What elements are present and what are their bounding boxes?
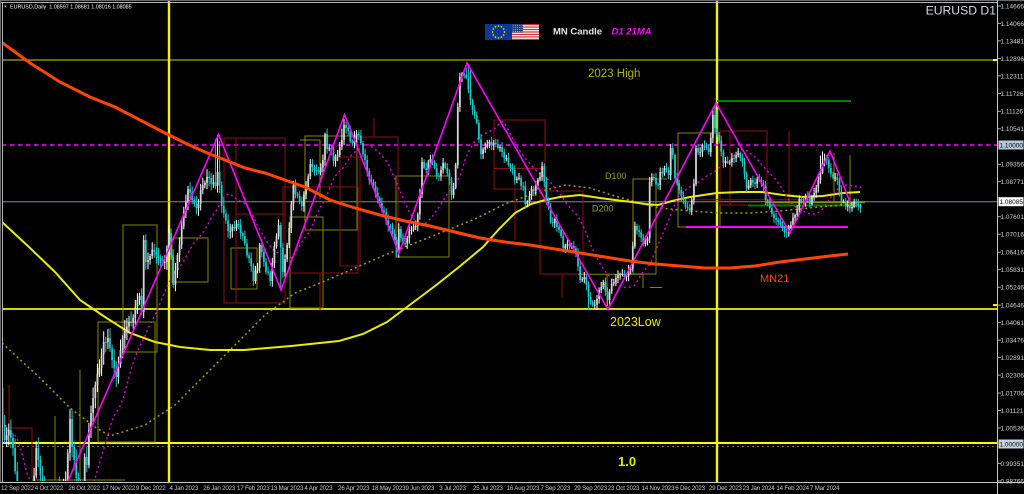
svg-text:1.10541: 1.10541 xyxy=(1001,126,1024,133)
svg-text:1.01706: 1.01706 xyxy=(1001,390,1024,397)
svg-text:3 Jul 2023: 3 Jul 2023 xyxy=(439,485,466,492)
svg-text:1.06416: 1.06416 xyxy=(1001,250,1024,257)
svg-text:4 Jan 2023: 4 Jan 2023 xyxy=(170,485,199,492)
svg-text:29 Sep 2023: 29 Sep 2023 xyxy=(574,485,608,492)
svg-text:1.0: 1.0 xyxy=(618,454,636,469)
svg-text:18 May 2023: 18 May 2023 xyxy=(372,485,406,492)
svg-text:1.02306: 1.02306 xyxy=(1001,373,1024,380)
svg-text:1.02891: 1.02891 xyxy=(1001,355,1024,362)
svg-text:D200: D200 xyxy=(592,204,614,214)
svg-text:9 Dec 2022: 9 Dec 2022 xyxy=(136,485,166,492)
svg-text:23 Jan 2024: 23 Jan 2024 xyxy=(743,485,776,492)
svg-text:16 Aug 2023: 16 Aug 2023 xyxy=(507,485,540,492)
svg-text:1.13481: 1.13481 xyxy=(1001,38,1024,45)
svg-text:0.99351: 0.99351 xyxy=(1001,461,1024,468)
svg-text:7 Sep 2023: 7 Sep 2023 xyxy=(540,485,570,492)
svg-text:1.07601: 1.07601 xyxy=(1001,214,1024,221)
svg-text:1.12311: 1.12311 xyxy=(1001,73,1024,80)
svg-text:EURUSD,Daily 1.08597 1.08681: EURUSD,Daily 1.08597 1.08681 1.08016 1.0… xyxy=(10,5,132,11)
svg-text:1.05246: 1.05246 xyxy=(1001,285,1024,292)
svg-text:EURUSD D1: EURUSD D1 xyxy=(926,4,997,18)
svg-text:1.12896: 1.12896 xyxy=(1001,56,1024,63)
svg-text:1.00536: 1.00536 xyxy=(1001,425,1024,432)
svg-text:13 Mar 2023: 13 Mar 2023 xyxy=(271,485,304,492)
svg-text:D100: D100 xyxy=(605,171,627,181)
svg-text:1.03476: 1.03476 xyxy=(1001,338,1024,345)
svg-text:29 Dec 2023: 29 Dec 2023 xyxy=(709,485,743,492)
svg-text:17 Nov 2022: 17 Nov 2022 xyxy=(102,485,136,492)
svg-text:17 Feb 2023: 17 Feb 2023 xyxy=(237,485,270,492)
svg-text:1.14066: 1.14066 xyxy=(1001,21,1024,28)
svg-text:26 Apr 2023: 26 Apr 2023 xyxy=(338,485,370,492)
svg-text:26 Oct 2022: 26 Oct 2022 xyxy=(68,485,100,492)
svg-text:12 Sep 2022: 12 Sep 2022 xyxy=(1,485,35,492)
svg-text:1.00000: 1.00000 xyxy=(1000,441,1024,448)
svg-text:1.04646: 1.04646 xyxy=(1001,303,1024,310)
svg-text:1.08771: 1.08771 xyxy=(1001,179,1024,186)
svg-text:0.98766: 0.98766 xyxy=(1001,478,1024,485)
svg-text:1.10000: 1.10000 xyxy=(1000,142,1024,149)
svg-text:1.11726: 1.11726 xyxy=(1001,91,1024,98)
svg-text:MN21: MN21 xyxy=(760,273,789,285)
svg-text:1.01121: 1.01121 xyxy=(1001,408,1024,415)
svg-text:1.08085: 1.08085 xyxy=(1000,199,1024,206)
svg-text:9 Jun 2023: 9 Jun 2023 xyxy=(406,485,435,492)
svg-text:26 Jan 2023: 26 Jan 2023 xyxy=(203,485,236,492)
svg-text:4 Oct 2022: 4 Oct 2022 xyxy=(35,485,64,492)
svg-text:25 Jul 2023: 25 Jul 2023 xyxy=(473,485,504,492)
svg-text:D1 21MA: D1 21MA xyxy=(612,27,652,38)
svg-text:6 Dec 2023: 6 Dec 2023 xyxy=(675,485,705,492)
svg-text:4 Apr 2023: 4 Apr 2023 xyxy=(304,485,333,492)
svg-text:23 Oct 2023: 23 Oct 2023 xyxy=(608,485,640,492)
svg-text:1.04061: 1.04061 xyxy=(1001,320,1024,327)
svg-text:1.09356: 1.09356 xyxy=(1001,162,1024,169)
svg-text:14 Nov 2023: 14 Nov 2023 xyxy=(641,485,675,492)
svg-text:1.11126: 1.11126 xyxy=(1001,109,1024,116)
svg-text:1.05831: 1.05831 xyxy=(1001,267,1024,274)
svg-text:14 Feb 2024: 14 Feb 2024 xyxy=(776,485,809,492)
svg-text:1.14666: 1.14666 xyxy=(1001,3,1024,10)
svg-text:7 Mar 2024: 7 Mar 2024 xyxy=(810,485,840,492)
svg-text:1.07016: 1.07016 xyxy=(1001,232,1024,239)
svg-text:2023Low: 2023Low xyxy=(610,315,662,329)
svg-text:2023 High: 2023 High xyxy=(588,68,640,80)
svg-text:MN Candle: MN Candle xyxy=(553,27,602,38)
